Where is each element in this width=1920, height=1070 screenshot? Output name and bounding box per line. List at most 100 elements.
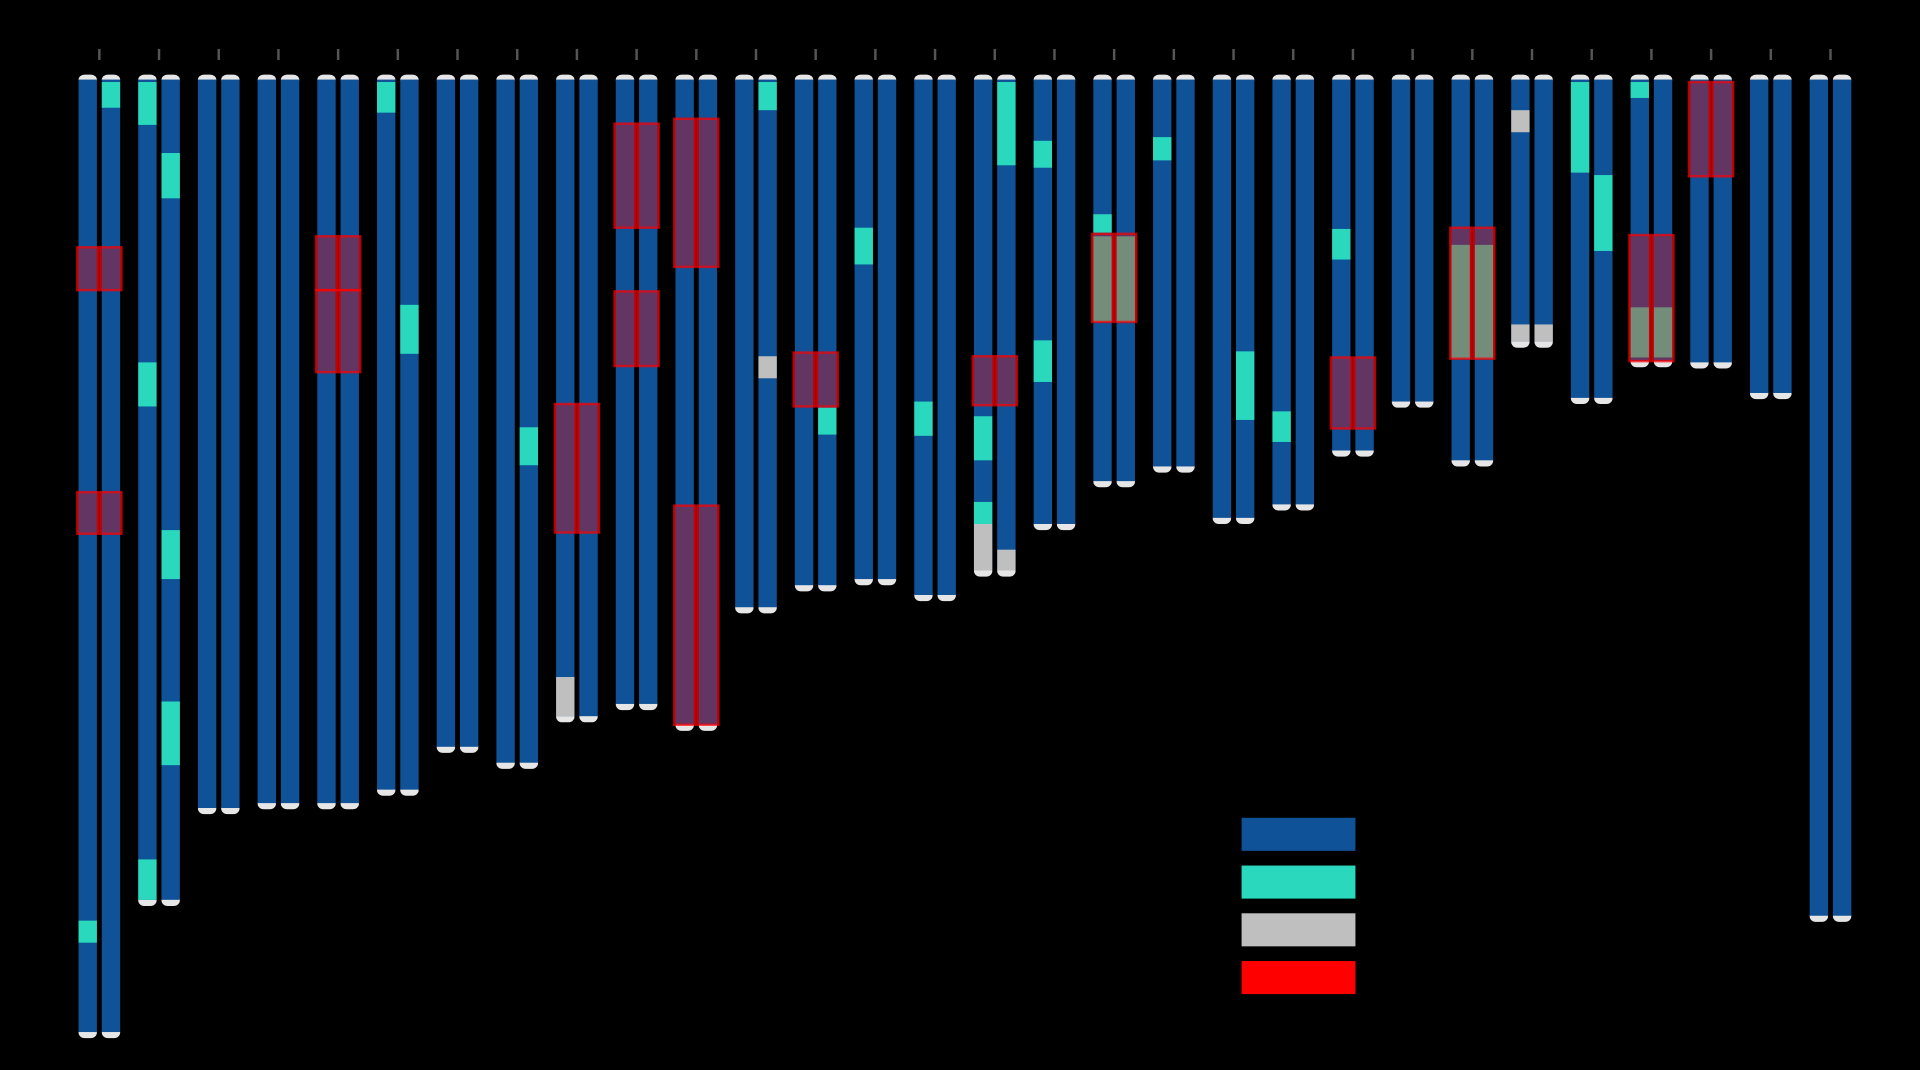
chromatid [459, 79, 479, 747]
chromatid [280, 79, 300, 804]
teal-band [161, 153, 180, 199]
chromatid [519, 79, 539, 763]
teal-band [1093, 214, 1112, 233]
legend-swatch [1241, 913, 1356, 947]
teal-band [1630, 82, 1649, 98]
red-region [971, 355, 995, 407]
legend-swatch [1241, 817, 1356, 851]
teal-band [78, 920, 97, 943]
teal-band [519, 427, 539, 466]
red-region [314, 235, 339, 292]
teal-band [1630, 307, 1649, 358]
red-region [1651, 233, 1675, 363]
teal-band [1570, 82, 1590, 173]
teal-band [1474, 244, 1494, 359]
chromatid [1272, 79, 1291, 505]
chromatid [698, 79, 718, 725]
red-region [636, 290, 660, 368]
chromatid [615, 79, 635, 704]
red-region [613, 122, 637, 229]
chromatid [1773, 79, 1792, 393]
chromatid [556, 79, 575, 717]
chromatid [1033, 79, 1053, 524]
chromatid [340, 79, 359, 804]
red-region [994, 355, 1019, 407]
teal-band [1653, 307, 1673, 358]
red-region [636, 122, 660, 229]
teal-band [1033, 340, 1053, 382]
chromatid [758, 79, 777, 608]
legend-swatch [1241, 961, 1356, 995]
chromatid [579, 79, 598, 717]
chromatid [197, 79, 217, 809]
chromatid [937, 79, 956, 595]
teal-band [818, 407, 837, 435]
red-region [673, 117, 697, 269]
red-region [1687, 80, 1712, 178]
chromatid [221, 79, 240, 809]
teal-band [914, 401, 933, 436]
red-region [553, 402, 577, 534]
teal-band [377, 82, 396, 113]
teal-band [1332, 228, 1351, 260]
chromatid [138, 79, 157, 900]
gray-band [556, 677, 575, 717]
teal-band [973, 501, 993, 524]
red-region [314, 288, 339, 374]
gray-band [1511, 324, 1530, 342]
red-region [99, 246, 123, 292]
teal-band [1235, 351, 1255, 420]
red-region [576, 402, 601, 534]
teal-band [854, 227, 873, 265]
teal-band [973, 416, 993, 461]
chromatid [496, 79, 515, 763]
teal-band [400, 304, 419, 354]
red-region [76, 490, 100, 535]
teal-band [138, 859, 157, 900]
chromatid [101, 79, 121, 1033]
chromatid [377, 79, 396, 790]
chromatid [1713, 79, 1732, 363]
chromatid [914, 79, 933, 595]
chromatid [1235, 79, 1255, 518]
chromatid [1630, 79, 1649, 362]
gray-band [1534, 324, 1553, 342]
chromatid [1176, 79, 1195, 467]
teal-band [161, 701, 180, 766]
red-region [1449, 226, 1473, 360]
red-region [338, 288, 362, 374]
red-region [696, 117, 720, 269]
red-region [1472, 226, 1496, 360]
chromatid [794, 79, 814, 586]
chromatid [854, 79, 873, 580]
red-region [1090, 232, 1115, 324]
red-region [1114, 232, 1138, 324]
chromatid [1511, 79, 1530, 342]
teal-band [997, 82, 1016, 166]
chromatid [877, 79, 897, 580]
chromatid [161, 79, 180, 900]
chromatid [997, 79, 1016, 571]
chromatid [973, 79, 993, 571]
chromatid [639, 79, 658, 704]
red-region [673, 504, 697, 726]
chromatid [675, 79, 694, 725]
chromatid [400, 79, 419, 790]
teal-band [138, 82, 157, 125]
red-region [815, 351, 839, 408]
teal-band [138, 362, 157, 407]
chromatid [1056, 79, 1076, 524]
gray-band [997, 549, 1016, 571]
red-region [1329, 356, 1353, 430]
gray-band [758, 356, 777, 379]
chromatid [1415, 79, 1434, 402]
chromatid [735, 79, 754, 608]
red-region [76, 246, 100, 292]
gray-band [973, 523, 993, 571]
red-region [99, 490, 123, 535]
teal-band [1451, 244, 1470, 359]
chromatid [1749, 79, 1769, 393]
chromatid [78, 79, 97, 1033]
chromatid [1391, 79, 1411, 402]
